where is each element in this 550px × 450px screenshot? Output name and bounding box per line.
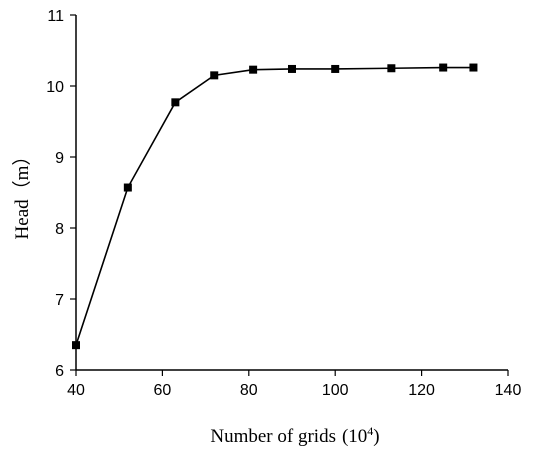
x-tick-label: 120 [408,382,435,399]
data-point [469,63,478,72]
y-tick-label: 7 [55,292,64,309]
data-point [288,64,296,73]
x-tick-label: 140 [495,382,522,399]
x-tick-label: 40 [67,382,85,399]
y-tick-label: 9 [55,150,64,167]
y-tick-label: 6 [55,363,64,380]
x-tick-label: 100 [322,382,349,399]
ticks: 40 60 80 100 120 140 6 7 8 9 10 11 [46,8,521,399]
x-axis-title: Number of grids (104) [210,424,379,447]
y-tick-label: 10 [46,79,64,96]
data-point [72,341,80,350]
y-tick-label: 11 [47,8,64,25]
data-point [249,65,258,74]
data-point [210,71,219,80]
y-tick-label: 8 [55,221,64,238]
axes [75,15,508,371]
data-point [171,98,180,107]
series-line [75,66,474,346]
data-point [387,64,396,73]
data-point [331,64,340,73]
series [72,63,478,350]
x-tick-label: 60 [154,382,172,399]
data-point [123,183,132,192]
data-point [439,63,448,72]
x-tick-label: 80 [240,382,258,399]
y-axis-title: Head（m） [11,147,33,240]
